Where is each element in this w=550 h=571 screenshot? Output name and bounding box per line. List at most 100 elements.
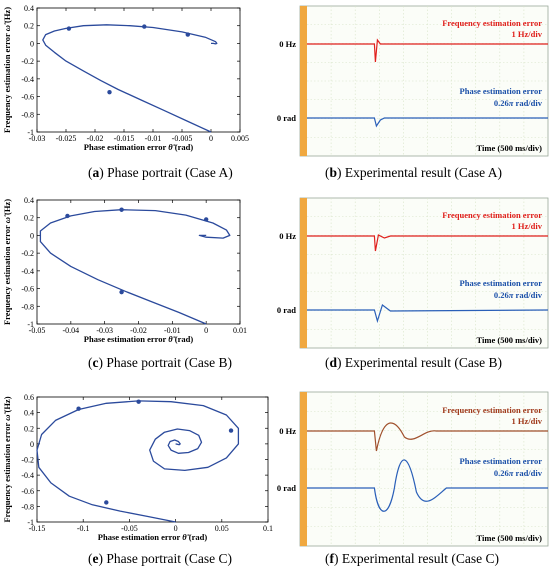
frequency-error-trace xyxy=(307,422,548,452)
phase-error-scale: 0.26π rad/div xyxy=(494,468,543,478)
y-tick-label: -0.6 xyxy=(21,487,34,496)
y-tick-label: 0.6 xyxy=(24,393,34,402)
zero-hz-label: 0 Hz xyxy=(279,39,296,49)
phase-error-title: Phase estimation error xyxy=(460,456,543,466)
x-tick-label: -0.05 xyxy=(29,326,46,335)
time-scale-label: Time (500 ms/div) xyxy=(477,143,543,153)
zero-hz-label: 0 Hz xyxy=(279,231,296,241)
x-tick-label: -0.01 xyxy=(145,134,162,143)
x-tick-label: 0.01 xyxy=(233,326,247,335)
y-tick-label: -1 xyxy=(27,128,34,137)
y-tick-label: 0 xyxy=(30,440,34,449)
caption-d: (d) Experimental result (Case B) xyxy=(325,355,502,370)
x-tick-label: -0.03 xyxy=(29,134,46,143)
x-axis-label: Phase estimation error θ̃ (rad) xyxy=(84,142,194,152)
x-tick-label: 0.005 xyxy=(231,134,249,143)
phase-error-trace xyxy=(307,304,549,324)
caption-c: (c) Phase portrait (Case B) xyxy=(88,355,232,370)
x-tick-label: -0.025 xyxy=(56,134,77,143)
phase-error-trace xyxy=(307,459,548,512)
trajectory-arrow-marker xyxy=(104,500,109,505)
plot-frame xyxy=(36,199,241,325)
y-tick-label: -0.6 xyxy=(21,285,34,294)
zero-rad-label: 0 rad xyxy=(277,483,296,493)
x-tick-label: 0 xyxy=(209,134,213,143)
caption-e: (e) Phase portrait (Case C) xyxy=(88,551,232,566)
trajectory-arrow-marker xyxy=(76,406,81,411)
y-tick-label: 0.4 xyxy=(24,409,34,418)
x-tick-label: 0.1 xyxy=(263,524,273,533)
phase-error-scale: 0.26π rad/div xyxy=(494,98,543,108)
y-tick-label: -0.2 xyxy=(21,456,34,465)
y-tick-label: 0.4 xyxy=(24,196,34,205)
trajectory-arrow-marker xyxy=(203,217,209,222)
x-tick-label: -0.005 xyxy=(172,134,193,143)
trajectory-arrow-marker xyxy=(65,213,70,219)
y-axis-label: Frequency estimation error ω̃ (Hz) xyxy=(2,396,12,522)
y-axis-label: Frequency estimation error ω̃ (Hz) xyxy=(2,199,12,325)
freq-error-scale: 1 Hz/div xyxy=(512,29,543,39)
y-tick-label: -0.8 xyxy=(21,302,34,311)
trajectory-arrow-marker xyxy=(119,207,124,212)
y-tick-label: -0.4 xyxy=(21,267,34,276)
x-tick-label: -0.04 xyxy=(62,326,79,335)
freq-error-title: Frequency estimation error xyxy=(442,405,542,415)
y-tick-label: -0.6 xyxy=(21,93,34,102)
y-axis-label: Frequency estimation error ω̃ (Hz) xyxy=(2,7,12,133)
freq-error-scale: 1 Hz/div xyxy=(512,416,543,426)
phase-error-scale: 0.26π rad/div xyxy=(494,290,543,300)
time-scale-label: Time (500 ms/div) xyxy=(477,533,543,543)
scope-left-bar xyxy=(300,198,307,348)
zero-hz-label: 0 Hz xyxy=(279,426,296,436)
y-tick-label: 0.2 xyxy=(24,424,34,433)
x-axis-label: Phase estimation error θ̃ (rad) xyxy=(98,532,208,542)
x-tick-label: -0.01 xyxy=(164,326,181,335)
x-axis-label: Phase estimation error θ̃ (rad) xyxy=(84,334,194,344)
phase-portrait-c: -0.05 -0.04 -0.03 -0.02 -0.01 0 0.01 0.4 0.2 0 -0.… xyxy=(2,196,247,344)
y-tick-label: -0.4 xyxy=(21,471,34,480)
x-tick-label: -0.015 xyxy=(114,134,135,143)
trajectory-series xyxy=(42,24,218,133)
frequency-error-trace xyxy=(307,234,548,252)
phase-error-title: Phase estimation error xyxy=(460,278,543,288)
y-tick-label: 0.2 xyxy=(24,22,34,31)
y-tick-label: -1 xyxy=(27,518,34,527)
trajectory-arrow-marker xyxy=(107,89,112,95)
caption-a: (a) Phase portrait (Case A) xyxy=(88,165,233,180)
trajectory-arrow-marker xyxy=(66,26,72,31)
y-tick-label: -0.8 xyxy=(21,502,34,511)
y-tick-label: -0.4 xyxy=(21,75,34,84)
caption-f: (f) Experimental result (Case C) xyxy=(325,551,499,566)
y-tick-label: -0.2 xyxy=(21,57,34,66)
trajectory-arrow-marker xyxy=(119,289,124,295)
y-tick-label: 0.4 xyxy=(24,4,34,13)
time-scale-label: Time (500 ms/div) xyxy=(477,335,543,345)
caption-b: (b) Experimental result (Case A) xyxy=(325,165,502,180)
x-tick-label: 0 xyxy=(174,524,178,533)
freq-error-scale: 1 Hz/div xyxy=(512,221,543,231)
y-tick-label: -1 xyxy=(27,320,34,329)
y-tick-label: -0.8 xyxy=(21,110,34,119)
x-tick-label: -0.02 xyxy=(130,326,147,335)
trajectory-series xyxy=(39,209,231,325)
phase-portrait-a: -0.03 -0.025 -0.02 -0.015 -0.01 -0.005 0 0.005 0… xyxy=(2,4,249,152)
y-tick-label: 0 xyxy=(30,231,34,240)
freq-error-title: Frequency estimation error xyxy=(442,18,542,28)
phase-error-trace xyxy=(307,117,548,128)
trajectory-arrow-marker xyxy=(228,428,234,433)
phase-error-title: Phase estimation error xyxy=(460,86,543,96)
x-tick-label: -0.15 xyxy=(29,524,46,533)
x-tick-label: -0.03 xyxy=(96,326,113,335)
y-tick-label: -0.2 xyxy=(21,249,34,258)
zero-rad-label: 0 rad xyxy=(277,305,296,315)
plot-frame xyxy=(36,7,241,133)
y-tick-label: 0.2 xyxy=(24,214,34,223)
phase-portrait-e: -0.15 -0.1 -0.05 0 0.05 0.1 0.6 0.4 0.2 0 -0.2 -0.4… xyxy=(2,393,273,542)
x-tick-label: -0.05 xyxy=(121,524,138,533)
x-tick-label: 0 xyxy=(204,326,208,335)
x-tick-label: 0.05 xyxy=(215,524,229,533)
